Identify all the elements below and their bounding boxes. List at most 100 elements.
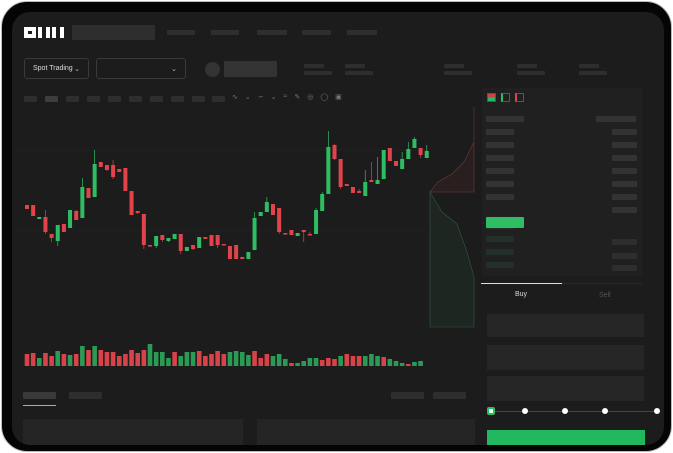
tab-sell[interactable]: Sell <box>599 292 611 299</box>
candle-body <box>98 162 103 167</box>
candle-body <box>221 244 226 246</box>
candle <box>369 162 374 182</box>
candle-body <box>289 230 294 235</box>
price-input[interactable] <box>487 314 644 337</box>
candle <box>314 208 319 234</box>
volume-bar <box>381 357 386 366</box>
total-input[interactable] <box>487 376 644 401</box>
timeframe-button[interactable] <box>212 96 225 102</box>
expand-icon[interactable]: ▣ <box>335 94 342 101</box>
volume-bar <box>43 353 48 366</box>
search-bar[interactable] <box>72 25 155 40</box>
chevron-down-icon[interactable]: ⌄ <box>244 94 251 101</box>
candle-body <box>55 225 60 241</box>
candle-body <box>326 147 331 194</box>
pencil-icon[interactable]: ✎ <box>294 94 301 101</box>
asks-only-icon[interactable] <box>515 93 524 102</box>
indicator-icon[interactable]: ∿ <box>232 94 238 101</box>
timeframe-button[interactable] <box>24 96 37 102</box>
filter-button[interactable] <box>391 392 424 399</box>
both-sides-icon[interactable] <box>487 93 496 102</box>
timeframe-button[interactable] <box>150 96 163 102</box>
ask-amount <box>612 194 637 200</box>
volume-bar <box>375 356 380 366</box>
candle <box>418 148 423 158</box>
chevron-down-icon[interactable]: ⌄ <box>270 94 277 101</box>
ask-amount <box>612 142 637 148</box>
candle-body <box>307 234 312 236</box>
timeframe-button[interactable] <box>129 96 142 102</box>
candle-body <box>148 245 152 247</box>
candle <box>92 150 97 197</box>
candle-body <box>277 208 282 232</box>
timeframe-button[interactable] <box>87 96 100 102</box>
candle-body <box>197 237 202 248</box>
trend-icon[interactable]: ≈ <box>283 93 288 100</box>
volume-bar <box>67 355 73 366</box>
timeframe-button[interactable] <box>45 96 58 102</box>
candle <box>406 142 411 159</box>
amount-input[interactable] <box>487 345 644 370</box>
candle <box>289 230 294 235</box>
orderbook-view-icons <box>487 93 524 102</box>
volume-bar <box>326 358 331 366</box>
stat-value <box>444 71 472 75</box>
candle-body <box>61 224 66 232</box>
bids-only-icon[interactable] <box>501 93 510 102</box>
candle-body <box>424 151 429 158</box>
chart-area[interactable] <box>12 12 482 382</box>
timeframe-button[interactable] <box>192 96 205 102</box>
slider-step[interactable] <box>654 408 660 414</box>
volume-bar <box>387 359 393 366</box>
candle <box>381 150 386 179</box>
volume-bar <box>307 358 313 366</box>
candle-body <box>332 145 337 159</box>
slider-step[interactable] <box>562 408 568 414</box>
magnet-icon[interactable]: ◎ <box>307 94 314 101</box>
slider-step[interactable] <box>522 408 528 414</box>
candle <box>141 214 146 249</box>
candle-body <box>246 252 251 259</box>
slider-step[interactable] <box>487 407 495 415</box>
candle-body <box>141 214 146 245</box>
tab-buy[interactable]: Buy <box>515 291 528 298</box>
volume-bar <box>221 354 227 366</box>
nav-item-4[interactable] <box>302 30 331 35</box>
nav-item-1[interactable] <box>167 30 195 35</box>
timeframe-button[interactable] <box>108 96 121 102</box>
slider-step[interactable] <box>602 408 608 414</box>
tab-order-history[interactable] <box>69 392 102 399</box>
volume-bar <box>209 354 214 366</box>
volume-bar <box>252 351 257 366</box>
spot-trading-dropdown[interactable]: Spot Trading ⌄ <box>24 58 89 79</box>
nav-item-2[interactable] <box>211 30 239 35</box>
candle <box>148 245 152 247</box>
nav-item-3[interactable] <box>257 30 287 35</box>
line-icon[interactable]: ∽ <box>257 94 264 101</box>
candle-body <box>25 205 29 209</box>
tab-open-orders[interactable] <box>23 392 56 399</box>
volume-bar <box>289 363 294 366</box>
candle-body <box>258 212 263 216</box>
candle <box>55 225 60 246</box>
bid-amount <box>612 265 637 271</box>
candle <box>252 212 257 250</box>
nav-item-5[interactable] <box>347 30 377 35</box>
leverage-slider[interactable] <box>490 411 658 412</box>
volume-bar <box>319 360 325 366</box>
candle-body <box>295 233 300 236</box>
volume-bar <box>406 364 411 366</box>
candlestick-chart[interactable] <box>12 12 482 382</box>
eye-icon[interactable]: ◯ <box>320 94 329 101</box>
filter-button-2[interactable] <box>433 392 466 399</box>
candle <box>197 237 202 248</box>
okx-logo[interactable] <box>24 27 66 38</box>
timeframe-button[interactable] <box>66 96 79 102</box>
buy-button[interactable] <box>487 430 645 445</box>
orders-panel-right <box>257 419 475 445</box>
pair-dropdown[interactable]: ⌄ <box>96 58 186 79</box>
candle-body <box>240 257 245 259</box>
candle <box>301 230 306 242</box>
timeframe-button[interactable] <box>171 96 184 102</box>
